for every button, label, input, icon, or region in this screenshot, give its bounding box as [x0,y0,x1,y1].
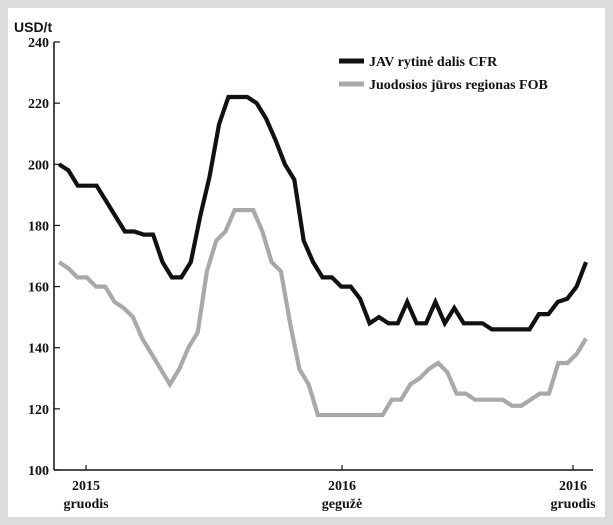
x-tick-label-year: 2016 [559,479,587,494]
x-tick-label-month: gruodis [63,497,109,512]
y-tick-label: 200 [28,158,49,173]
plot-background [8,8,605,517]
y-tick-label: 220 [28,97,49,112]
axes [53,42,593,471]
y-axis-unit: USD/t [14,19,52,35]
y-tick-label: 100 [28,464,49,479]
x-tick-label-year: 2016 [328,479,356,494]
legend-label: Juodosios jūros regionas FOB [369,78,548,93]
series-lines [57,94,588,418]
y-tick-label: 120 [28,403,49,418]
legend-label: JAV rytinė dalis CFR [369,55,498,70]
series-line-jav-cfr [57,94,588,332]
x-tick-label-month: gegužė [322,497,362,512]
x-axis-ticks: 2015 gruodis 2016 gegužė 2016 gruodis [63,465,596,512]
y-axis-ticks: 100 120 140 160 180 200 220 240 [28,36,60,479]
x-tick-label-year: 2015 [72,479,100,494]
y-tick-label: 140 [28,342,49,357]
y-tick-label: 160 [28,281,49,296]
legend: JAV rytinė dalis CFR Juodosios jūros regi… [339,55,548,93]
chart-frame: USD/t 100 120 140 160 180 200 220 240 2015 gruod… [8,8,605,517]
x-tick-label-month: gruodis [550,497,596,512]
line-chart: USD/t 100 120 140 160 180 200 220 240 2015 gruod… [8,8,605,517]
y-tick-label: 180 [28,219,49,234]
series-line-juodosios-fob [57,208,588,418]
y-tick-label: 240 [28,36,49,51]
